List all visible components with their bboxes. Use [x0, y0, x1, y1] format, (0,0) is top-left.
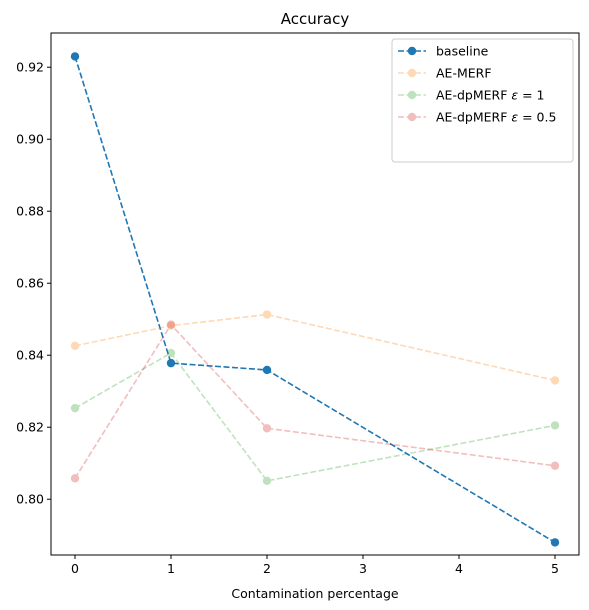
legend-marker	[407, 112, 417, 122]
legend-handle-ae-merf	[398, 68, 426, 78]
series-ae-dpmerf-0-5	[70, 320, 560, 483]
data-point-ae-dpmerf-0-5	[550, 461, 560, 470]
legend-marker	[407, 46, 417, 56]
legend-label-ae-merf: AE-MERF	[436, 66, 492, 81]
legend-handle-ae-dpmerf-0-5	[398, 112, 426, 122]
data-point-baseline	[262, 365, 272, 375]
x-tick-label: 5	[551, 561, 559, 576]
data-point-ae-merf	[70, 341, 80, 351]
chart-title: Accuracy	[281, 10, 350, 28]
data-point-ae-dpmerf-1	[70, 403, 80, 413]
x-tick-label: 1	[167, 561, 175, 576]
data-point-ae-dpmerf-0-5	[70, 474, 80, 483]
series-line-ae-dpmerf-0-5	[74, 323, 556, 479]
legend-entry-ae-dpmerf-0-5: AE-dpMERF ε = 0.5	[398, 110, 556, 125]
data-point-ae-dpmerf-1	[166, 348, 176, 358]
y-tick-label: 0.80	[16, 492, 44, 507]
legend-label-epsilon: ε	[511, 88, 518, 103]
y-tick-label: 0.82	[16, 420, 44, 435]
plot-axes: 0 1 2 3 4 5 0.80 0.82 0.84 0.86 0.88 0.90 0.92	[16, 32, 580, 576]
data-point-ae-merf	[262, 310, 272, 319]
legend-label-tail: = 0.5	[518, 110, 556, 125]
series-ae-merf	[70, 310, 560, 385]
legend-label-main: baseline	[436, 44, 489, 59]
x-tick-label: 3	[359, 561, 367, 576]
y-tick-label: 0.90	[16, 132, 44, 147]
legend-label-baseline: baseline	[436, 44, 489, 59]
data-point-baseline	[166, 358, 176, 368]
legend-marker	[407, 90, 417, 100]
series-line-ae-merf	[74, 313, 556, 382]
series-line-ae-dpmerf-1	[74, 351, 556, 482]
plot-frame	[50, 32, 580, 556]
series-ae-dpmerf-1	[70, 348, 560, 486]
y-tick-label: 0.84	[16, 348, 44, 363]
legend-label-main: AE-dpMERF	[436, 110, 511, 125]
x-tick-label: 2	[263, 561, 271, 576]
data-point-ae-merf	[166, 321, 176, 330]
y-tick-label: 0.92	[16, 60, 44, 75]
series-layer	[70, 52, 560, 547]
legend-marker	[407, 68, 417, 78]
data-point-ae-dpmerf-1	[550, 421, 560, 430]
legend-entry-ae-merf: AE-MERF	[398, 66, 492, 81]
series-line-baseline	[74, 56, 556, 544]
data-point-ae-dpmerf-0-5	[262, 424, 272, 433]
y-tick-label: 0.86	[16, 276, 44, 291]
legend-label-ae-dpmerf-1: AE-dpMERF ε = 1	[436, 88, 545, 103]
data-point-baseline	[70, 52, 80, 61]
legend-label-main: AE-MERF	[436, 66, 492, 81]
x-tick-label: 0	[71, 561, 79, 576]
legend-handle-baseline	[398, 46, 426, 56]
series-baseline	[70, 52, 560, 547]
y-tick-label: 0.88	[16, 204, 44, 219]
x-axis-label: Contamination percentage	[231, 586, 398, 601]
legend-entry-baseline: baseline	[398, 44, 489, 59]
legend-label-tail: = 1	[518, 88, 544, 103]
legend-entry-ae-dpmerf-1: AE-dpMERF ε = 1	[398, 88, 545, 103]
data-point-ae-merf	[550, 376, 560, 385]
data-point-ae-dpmerf-0-5	[166, 320, 176, 329]
legend-box	[391, 38, 574, 163]
legend-label-main: AE-dpMERF	[436, 88, 511, 103]
legend-handle-ae-dpmerf-1	[398, 90, 426, 100]
legend-label-ae-dpmerf-0-5: AE-dpMERF ε = 0.5	[436, 110, 556, 125]
data-point-baseline	[550, 538, 560, 547]
legend-label-epsilon: ε	[511, 110, 518, 125]
data-point-ae-dpmerf-1	[262, 476, 272, 486]
x-tick-label: 4	[455, 561, 463, 576]
